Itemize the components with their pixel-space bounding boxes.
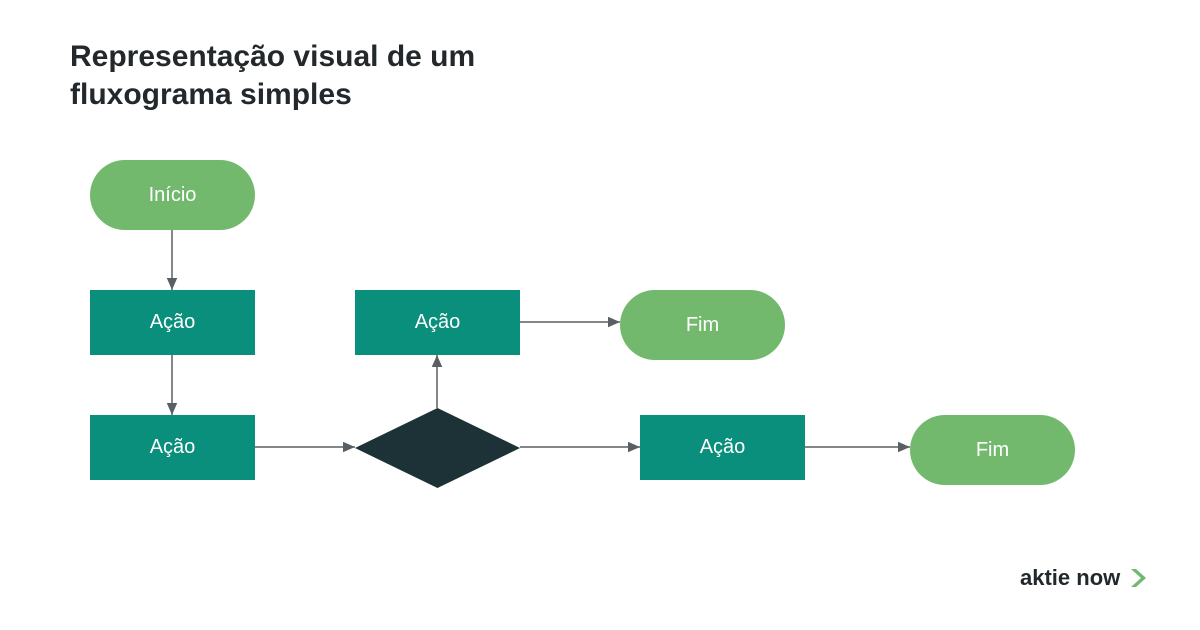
node-action4: Ação [640, 415, 805, 480]
node-label-action4: Ação [700, 436, 746, 459]
branding: aktie now [1020, 565, 1150, 591]
node-decision: Decisão [355, 408, 520, 488]
branding-text-light: aktie [1020, 565, 1070, 590]
node-end2: Fim [910, 415, 1075, 485]
node-action2: Ação [90, 415, 255, 480]
chevron-right-icon [1128, 567, 1150, 589]
node-label-end2: Fim [976, 439, 1009, 462]
node-label-start: Início [149, 184, 197, 207]
node-label-action2: Ação [150, 436, 196, 459]
node-label-action3: Ação [415, 311, 461, 334]
node-label-end1: Fim [686, 314, 719, 337]
node-end1: Fim [620, 290, 785, 360]
branding-text-bold: now [1076, 565, 1120, 590]
node-label-decision: Decisão [355, 493, 520, 573]
title-line1: Representação visual de um [70, 38, 475, 76]
node-start: Início [90, 160, 255, 230]
title-line2: fluxograma simples [70, 76, 475, 114]
node-action3: Ação [355, 290, 520, 355]
page-title: Representação visual de um fluxograma si… [70, 38, 475, 113]
node-action1: Ação [90, 290, 255, 355]
node-label-action1: Ação [150, 311, 196, 334]
